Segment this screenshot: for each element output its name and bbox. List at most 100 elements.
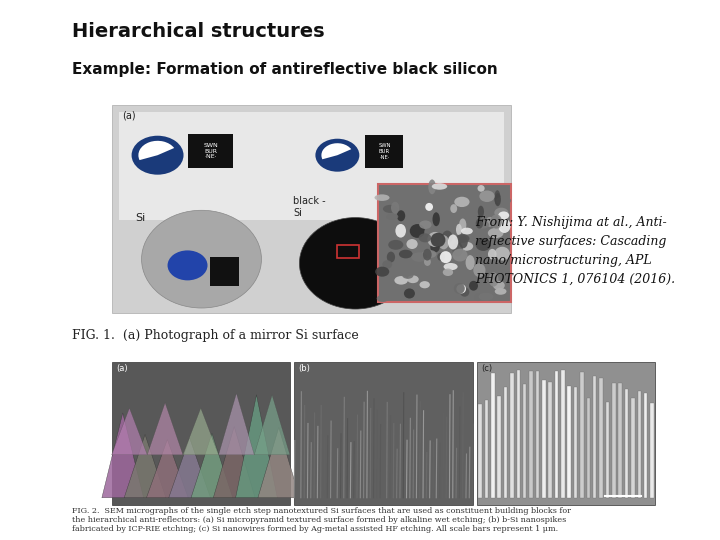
Ellipse shape xyxy=(448,234,458,249)
Polygon shape xyxy=(146,440,188,498)
Bar xyxy=(650,403,654,498)
Ellipse shape xyxy=(426,203,433,211)
Ellipse shape xyxy=(387,252,395,262)
Text: (b): (b) xyxy=(299,364,310,374)
Ellipse shape xyxy=(395,276,408,285)
Ellipse shape xyxy=(488,249,497,260)
Text: black -
Si: black - Si xyxy=(294,197,326,218)
Text: SWN
BUR
·NE·: SWN BUR ·NE· xyxy=(378,143,391,160)
Ellipse shape xyxy=(377,295,389,302)
Bar xyxy=(119,112,504,220)
Text: FIG. 2.  SEM micrographs of the single etch step nanotextured Si surfaces that a: FIG. 2. SEM micrographs of the single et… xyxy=(72,507,571,533)
Ellipse shape xyxy=(498,212,509,219)
Ellipse shape xyxy=(479,293,493,301)
Bar xyxy=(625,389,629,498)
Ellipse shape xyxy=(395,224,406,238)
Bar xyxy=(504,387,508,498)
Ellipse shape xyxy=(432,183,447,190)
Bar xyxy=(580,372,584,498)
Bar xyxy=(112,362,290,505)
Bar xyxy=(587,398,590,498)
Ellipse shape xyxy=(474,294,482,301)
Bar xyxy=(210,257,240,286)
Ellipse shape xyxy=(469,281,478,291)
Ellipse shape xyxy=(422,250,436,258)
Polygon shape xyxy=(191,433,233,498)
Ellipse shape xyxy=(495,288,506,295)
Polygon shape xyxy=(258,428,300,498)
Bar xyxy=(529,371,533,498)
Bar xyxy=(516,370,520,498)
Bar xyxy=(554,371,558,498)
Bar xyxy=(338,245,359,258)
Polygon shape xyxy=(102,413,143,498)
Bar xyxy=(593,376,596,498)
Bar xyxy=(542,380,546,498)
Bar xyxy=(612,383,616,498)
Ellipse shape xyxy=(440,251,451,263)
Ellipse shape xyxy=(382,260,392,269)
Ellipse shape xyxy=(452,249,467,261)
Ellipse shape xyxy=(442,231,453,244)
Polygon shape xyxy=(235,395,277,498)
Circle shape xyxy=(168,251,207,280)
Ellipse shape xyxy=(459,219,467,232)
Ellipse shape xyxy=(455,234,469,243)
Bar xyxy=(536,371,539,498)
Ellipse shape xyxy=(495,208,508,218)
Ellipse shape xyxy=(450,204,457,213)
Ellipse shape xyxy=(404,288,415,299)
Ellipse shape xyxy=(454,197,469,207)
Ellipse shape xyxy=(431,233,446,247)
Ellipse shape xyxy=(437,253,445,261)
Bar xyxy=(485,400,488,498)
Bar xyxy=(112,105,511,313)
Ellipse shape xyxy=(420,281,430,288)
Ellipse shape xyxy=(488,228,503,238)
Ellipse shape xyxy=(478,206,484,218)
Ellipse shape xyxy=(495,190,500,205)
Ellipse shape xyxy=(498,215,505,224)
Ellipse shape xyxy=(490,214,502,229)
Text: SWN
BUR
·NE·: SWN BUR ·NE· xyxy=(203,143,218,159)
Polygon shape xyxy=(124,434,166,498)
Wedge shape xyxy=(321,143,351,159)
Text: Hierarchical structures: Hierarchical structures xyxy=(72,22,325,40)
Ellipse shape xyxy=(438,235,449,249)
Ellipse shape xyxy=(480,191,495,202)
Bar xyxy=(491,373,495,498)
Bar xyxy=(567,386,571,498)
Ellipse shape xyxy=(374,194,390,201)
Ellipse shape xyxy=(428,232,443,247)
Ellipse shape xyxy=(423,249,431,260)
Ellipse shape xyxy=(473,264,485,277)
Ellipse shape xyxy=(424,226,436,238)
Ellipse shape xyxy=(454,283,465,294)
Bar xyxy=(637,390,641,498)
Bar xyxy=(187,134,233,167)
Polygon shape xyxy=(254,395,290,455)
Text: Example: Formation of antireflective black silicon: Example: Formation of antireflective bla… xyxy=(72,62,498,77)
Ellipse shape xyxy=(498,219,510,233)
Bar xyxy=(478,404,482,498)
Ellipse shape xyxy=(386,213,398,220)
Ellipse shape xyxy=(391,202,399,214)
Bar xyxy=(365,136,403,167)
Ellipse shape xyxy=(397,210,405,221)
Bar xyxy=(631,398,634,498)
Wedge shape xyxy=(138,141,174,160)
Ellipse shape xyxy=(375,267,390,276)
Ellipse shape xyxy=(443,268,453,276)
Text: (a): (a) xyxy=(116,364,127,374)
Polygon shape xyxy=(112,408,148,455)
Bar xyxy=(294,362,472,505)
Ellipse shape xyxy=(410,224,425,238)
Ellipse shape xyxy=(433,212,440,226)
Ellipse shape xyxy=(476,218,483,228)
Polygon shape xyxy=(148,403,183,455)
Ellipse shape xyxy=(419,220,431,229)
Text: (c): (c) xyxy=(481,364,492,374)
Ellipse shape xyxy=(402,272,413,279)
Bar xyxy=(510,373,513,498)
Ellipse shape xyxy=(388,240,403,250)
